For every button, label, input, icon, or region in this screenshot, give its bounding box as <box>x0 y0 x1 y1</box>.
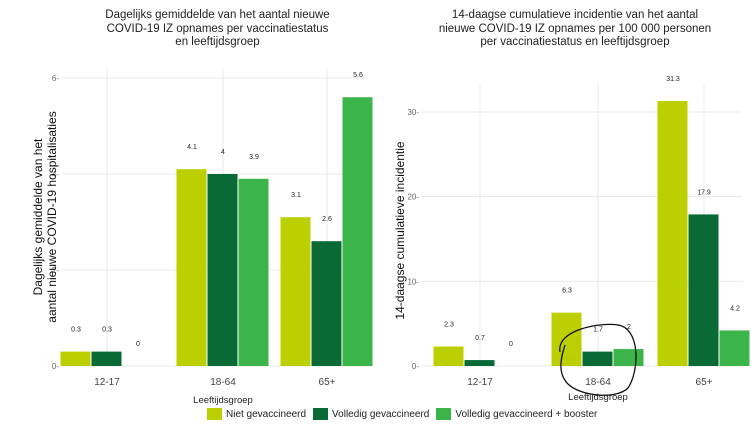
x-tick-label: 18-64 <box>210 377 236 388</box>
chart-title-right-line: 14-daagse cumulatieve incidentie van het… <box>451 9 699 21</box>
x-tick-label: 65+ <box>696 377 713 388</box>
bar <box>238 178 269 366</box>
legend-item-niet-gevaccineerd: Niet gevaccineerd <box>207 408 306 420</box>
legend-swatch <box>313 408 329 420</box>
bar <box>60 351 91 366</box>
bar <box>91 351 122 366</box>
bar <box>582 351 613 366</box>
legend-item-booster: Volledig gevaccineerd + booster <box>436 408 597 420</box>
y-tick-label: 10- <box>407 277 419 286</box>
y-tick-label: 6- <box>52 74 59 83</box>
x-tick-label: 12-17 <box>94 377 120 388</box>
bar <box>280 217 311 366</box>
data-label: 0.3 <box>71 327 81 334</box>
bar <box>207 174 238 366</box>
y-axis-title: 14-daagse cumulatieve incidentie <box>393 141 407 319</box>
data-label: 4.1 <box>187 144 197 151</box>
bar <box>311 241 342 366</box>
legend: Niet gevaccineerd Volledig gevaccineerd … <box>207 406 604 422</box>
data-label: 5.6 <box>353 72 363 79</box>
y-tick-label: 20- <box>407 193 419 202</box>
x-axis-title: Leeftijdsgroep <box>568 392 628 403</box>
bar <box>688 214 719 366</box>
chart-title-right-line: per vaccinatiestatus en leeftijdsgroep <box>480 36 670 48</box>
chart-title-left-line: Dagelijks gemiddelde van het aantal nieu… <box>105 9 330 21</box>
data-label: 2 <box>627 324 631 331</box>
y-tick-label: 0- <box>412 362 419 371</box>
data-label: 4 <box>221 149 225 156</box>
bar <box>342 97 373 366</box>
data-label: 0.3 <box>102 327 112 334</box>
data-label: 2.6 <box>322 216 332 223</box>
bar <box>176 169 207 366</box>
chart-right: 0- 10- 20- 30- 2.3 0.7 0 12-17 6.3 1.7 2 18-64 31.3 1… <box>393 76 750 403</box>
chart-title-left-line: en leeftijdsgroep <box>175 36 260 48</box>
data-label: 0 <box>509 341 513 348</box>
chart-title-left-line: COVID-19 IZ opnames per vaccinatiestatus <box>106 22 329 35</box>
data-label: 0.7 <box>475 335 485 342</box>
legend-label: Volledig gevaccineerd + booster <box>455 408 598 420</box>
data-label: 3.9 <box>249 154 259 161</box>
x-tick-label: 12-17 <box>467 377 493 388</box>
y-tick-label: 2- <box>52 266 59 275</box>
data-label: 4.2 <box>730 305 740 312</box>
legend-label: Volledig gevaccineerd <box>332 408 430 420</box>
chart-title-right-line: nieuwe COVID-19 IZ opnames per 100 000 p… <box>438 22 712 35</box>
data-label: 17.9 <box>697 189 711 196</box>
y-tick-label: 0- <box>52 362 59 371</box>
x-tick-label: 18-64 <box>585 377 611 388</box>
chart-left: 0- 2- 4- 6- 0.3 0.3 0 12-17 4.1 4 3.9 18-64 3.1 2.6 5.… <box>31 68 373 406</box>
data-label: 6.3 <box>562 288 572 295</box>
chart-title-right: 14-daagse cumulatieve incidentie van het… <box>405 9 745 50</box>
data-label: 2.3 <box>444 322 454 329</box>
data-label: 1.7 <box>593 327 603 334</box>
y-tick-label: 4- <box>52 170 59 179</box>
bar <box>719 330 750 366</box>
bar <box>433 346 464 366</box>
data-label: 0 <box>136 341 140 348</box>
bar <box>657 100 688 366</box>
y-axis-title: aantal nieuwe COVID-19 hospitalisaties <box>45 111 59 322</box>
legend-item-volledig-gevaccineerd: Volledig gevaccineerd <box>313 408 429 420</box>
x-tick-label: 65+ <box>319 377 336 388</box>
y-axis-title: Dagelijks gemiddelde van het <box>31 138 45 295</box>
legend-label: Niet gevaccineerd <box>226 408 307 420</box>
bar <box>613 349 644 366</box>
x-axis-title: Leeftijdsgroep <box>193 395 253 406</box>
data-label: 3.1 <box>291 192 301 199</box>
legend-swatch <box>207 408 222 420</box>
bar <box>551 312 582 366</box>
data-label: 31.3 <box>666 76 680 83</box>
annotation-circle <box>559 323 637 396</box>
bar <box>464 360 495 366</box>
legend-swatch <box>436 408 452 420</box>
chart-title-left: Dagelijks gemiddelde van het aantal nieu… <box>50 9 385 50</box>
y-tick-label: 30- <box>407 108 419 117</box>
